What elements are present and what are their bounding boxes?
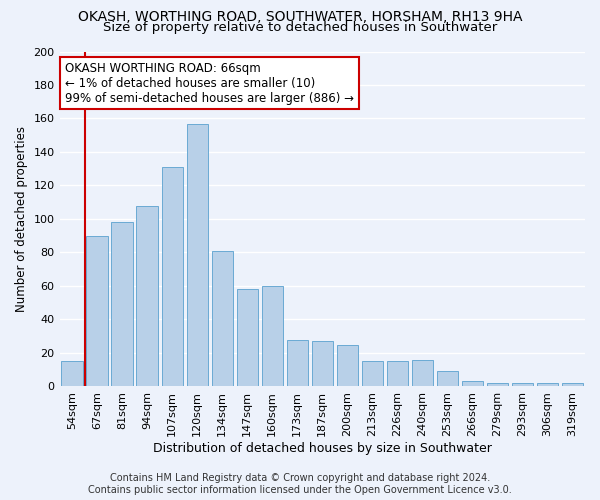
Text: Contains HM Land Registry data © Crown copyright and database right 2024.
Contai: Contains HM Land Registry data © Crown c… — [88, 474, 512, 495]
Bar — [512, 383, 533, 386]
Bar — [262, 286, 283, 386]
Bar — [462, 382, 483, 386]
X-axis label: Distribution of detached houses by size in Southwater: Distribution of detached houses by size … — [153, 442, 492, 455]
Bar — [537, 383, 558, 386]
Bar — [337, 344, 358, 387]
Bar — [562, 383, 583, 386]
Bar — [412, 360, 433, 386]
Bar — [112, 222, 133, 386]
Bar — [187, 124, 208, 386]
Bar — [387, 362, 408, 386]
Bar — [86, 236, 108, 386]
Text: OKASH WORTHING ROAD: 66sqm
← 1% of detached houses are smaller (10)
99% of semi-: OKASH WORTHING ROAD: 66sqm ← 1% of detac… — [65, 62, 354, 104]
Bar — [136, 206, 158, 386]
Bar — [61, 362, 83, 386]
Bar — [161, 167, 183, 386]
Text: OKASH, WORTHING ROAD, SOUTHWATER, HORSHAM, RH13 9HA: OKASH, WORTHING ROAD, SOUTHWATER, HORSHA… — [78, 10, 522, 24]
Bar — [362, 362, 383, 386]
Bar — [437, 372, 458, 386]
Bar — [212, 251, 233, 386]
Bar — [236, 290, 258, 386]
Bar — [487, 383, 508, 386]
Y-axis label: Number of detached properties: Number of detached properties — [15, 126, 28, 312]
Bar — [287, 340, 308, 386]
Bar — [311, 341, 333, 386]
Text: Size of property relative to detached houses in Southwater: Size of property relative to detached ho… — [103, 21, 497, 34]
